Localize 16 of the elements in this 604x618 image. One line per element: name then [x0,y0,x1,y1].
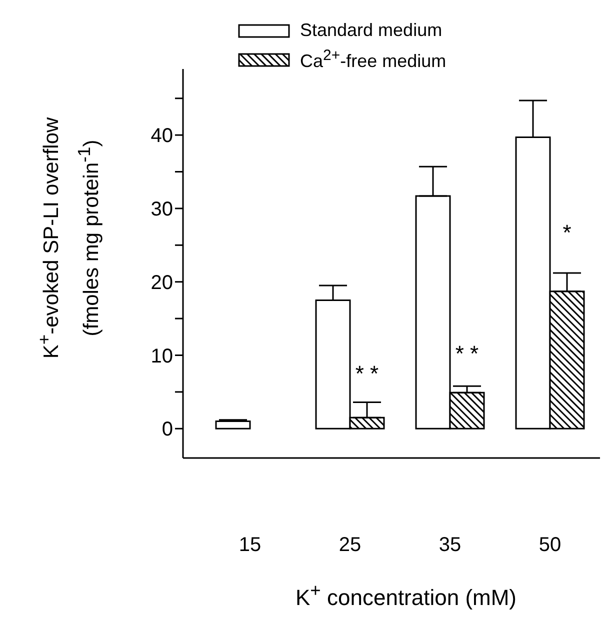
x-axis-title: K$^{+}$ concentration (mM) [295,580,517,610]
x-tick-label: 35 [438,534,462,556]
y-tick-label: 40 [150,125,173,148]
x-tick-label: 50 [538,534,562,556]
annotation: * [562,220,572,246]
x-tick-label: 25 [338,534,362,556]
x-tick-label: 15 [238,534,262,556]
annotation: * * [455,341,480,366]
y-tick-label: 20 [150,272,173,294]
legend-label: Ca$^{2+}$-free medium [300,47,446,72]
legend-label: Standard medium [300,20,442,41]
y-tick-label: 30 [150,198,173,221]
y-tick-label: 0 [162,418,173,441]
bar [215,420,251,430]
annotation: * * [355,360,380,386]
y-tick-label: 10 [150,345,173,368]
